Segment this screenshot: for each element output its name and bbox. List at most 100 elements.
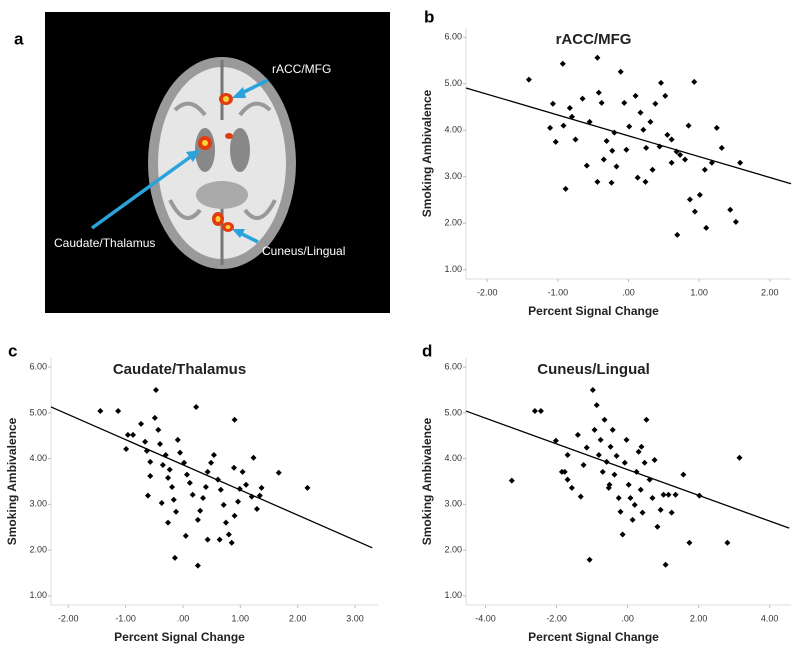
y-tick-label: 3.00 [444, 171, 462, 181]
point [253, 505, 260, 512]
point [216, 536, 223, 543]
point [186, 479, 193, 486]
point [665, 491, 672, 498]
point [674, 231, 681, 238]
point [736, 454, 743, 461]
point [165, 474, 172, 481]
point [231, 416, 238, 423]
point [647, 118, 654, 125]
point [197, 507, 204, 514]
point [580, 462, 587, 469]
point [583, 444, 590, 451]
x-axis-label: Percent Signal Change [114, 630, 245, 644]
image-label: Caudate/Thalamus [54, 236, 155, 250]
point [603, 137, 610, 144]
point [579, 95, 586, 102]
point [210, 451, 217, 458]
point [703, 224, 710, 231]
point [130, 431, 137, 438]
x-tick-label: 1.00 [232, 613, 250, 623]
point [577, 493, 584, 500]
point [171, 554, 178, 561]
point [649, 166, 656, 173]
trend-line [50, 406, 373, 549]
point [623, 146, 630, 153]
x-axis-label: Percent Signal Change [528, 630, 659, 644]
point [228, 539, 235, 546]
point [142, 438, 149, 445]
point [182, 532, 189, 539]
point [682, 156, 689, 163]
point [275, 469, 282, 476]
y-tick-label: 3.00 [29, 499, 47, 509]
y-tick-label: 1.00 [444, 264, 462, 274]
x-tick-label: 1.00 [690, 287, 708, 297]
point [649, 494, 656, 501]
point [594, 54, 601, 61]
point [304, 484, 311, 491]
point [583, 162, 590, 169]
image-label: Cuneus/Lingual [262, 244, 345, 258]
point [204, 468, 211, 475]
point [668, 159, 675, 166]
point [147, 473, 154, 480]
point [600, 156, 607, 163]
point [193, 403, 200, 410]
point [525, 76, 532, 83]
y-tick-label: 6.00 [444, 362, 462, 372]
x-tick-label: 2.00 [690, 613, 708, 623]
point [640, 126, 647, 133]
point [138, 420, 145, 427]
point [549, 100, 556, 107]
point [174, 436, 181, 443]
point [668, 136, 675, 143]
point [631, 501, 638, 508]
point [594, 178, 601, 185]
point [677, 151, 684, 158]
point [621, 459, 628, 466]
point [634, 174, 641, 181]
point [613, 163, 620, 170]
point [593, 402, 600, 409]
brain-image: rACC/MFG Caudate/Thalamus Cuneus/Lingual [45, 12, 390, 313]
point [566, 104, 573, 111]
x-tick-label: 2.00 [761, 287, 779, 297]
point [170, 496, 177, 503]
x-tick-label: -1.00 [115, 613, 136, 623]
point [686, 196, 693, 203]
x-tick-label: 2.00 [289, 613, 307, 623]
point [589, 387, 596, 394]
point [552, 138, 559, 145]
point [200, 494, 207, 501]
y-tick-label: 1.00 [29, 590, 47, 600]
point [564, 476, 571, 483]
point [599, 468, 606, 475]
point [151, 414, 158, 421]
chart-title: rACC/MFG [556, 31, 632, 48]
panel-label: d [422, 341, 432, 360]
x-tick-label: .00 [622, 287, 635, 297]
point [613, 452, 620, 459]
point [537, 408, 544, 415]
point [685, 122, 692, 129]
x-tick-label: -2.00 [546, 613, 567, 623]
point [562, 185, 569, 192]
point [607, 443, 614, 450]
y-tick-label: 6.00 [444, 32, 462, 42]
point [531, 408, 538, 415]
point [724, 539, 731, 546]
point [183, 471, 190, 478]
x-tick-label: 4.00 [761, 613, 779, 623]
point [652, 100, 659, 107]
point [239, 468, 246, 475]
point [713, 124, 720, 131]
point [508, 477, 515, 484]
point [637, 486, 644, 493]
y-tick-label: 2.00 [444, 218, 462, 228]
point [147, 458, 154, 465]
point [552, 437, 559, 444]
point [621, 99, 628, 106]
point [643, 416, 650, 423]
point [601, 416, 608, 423]
